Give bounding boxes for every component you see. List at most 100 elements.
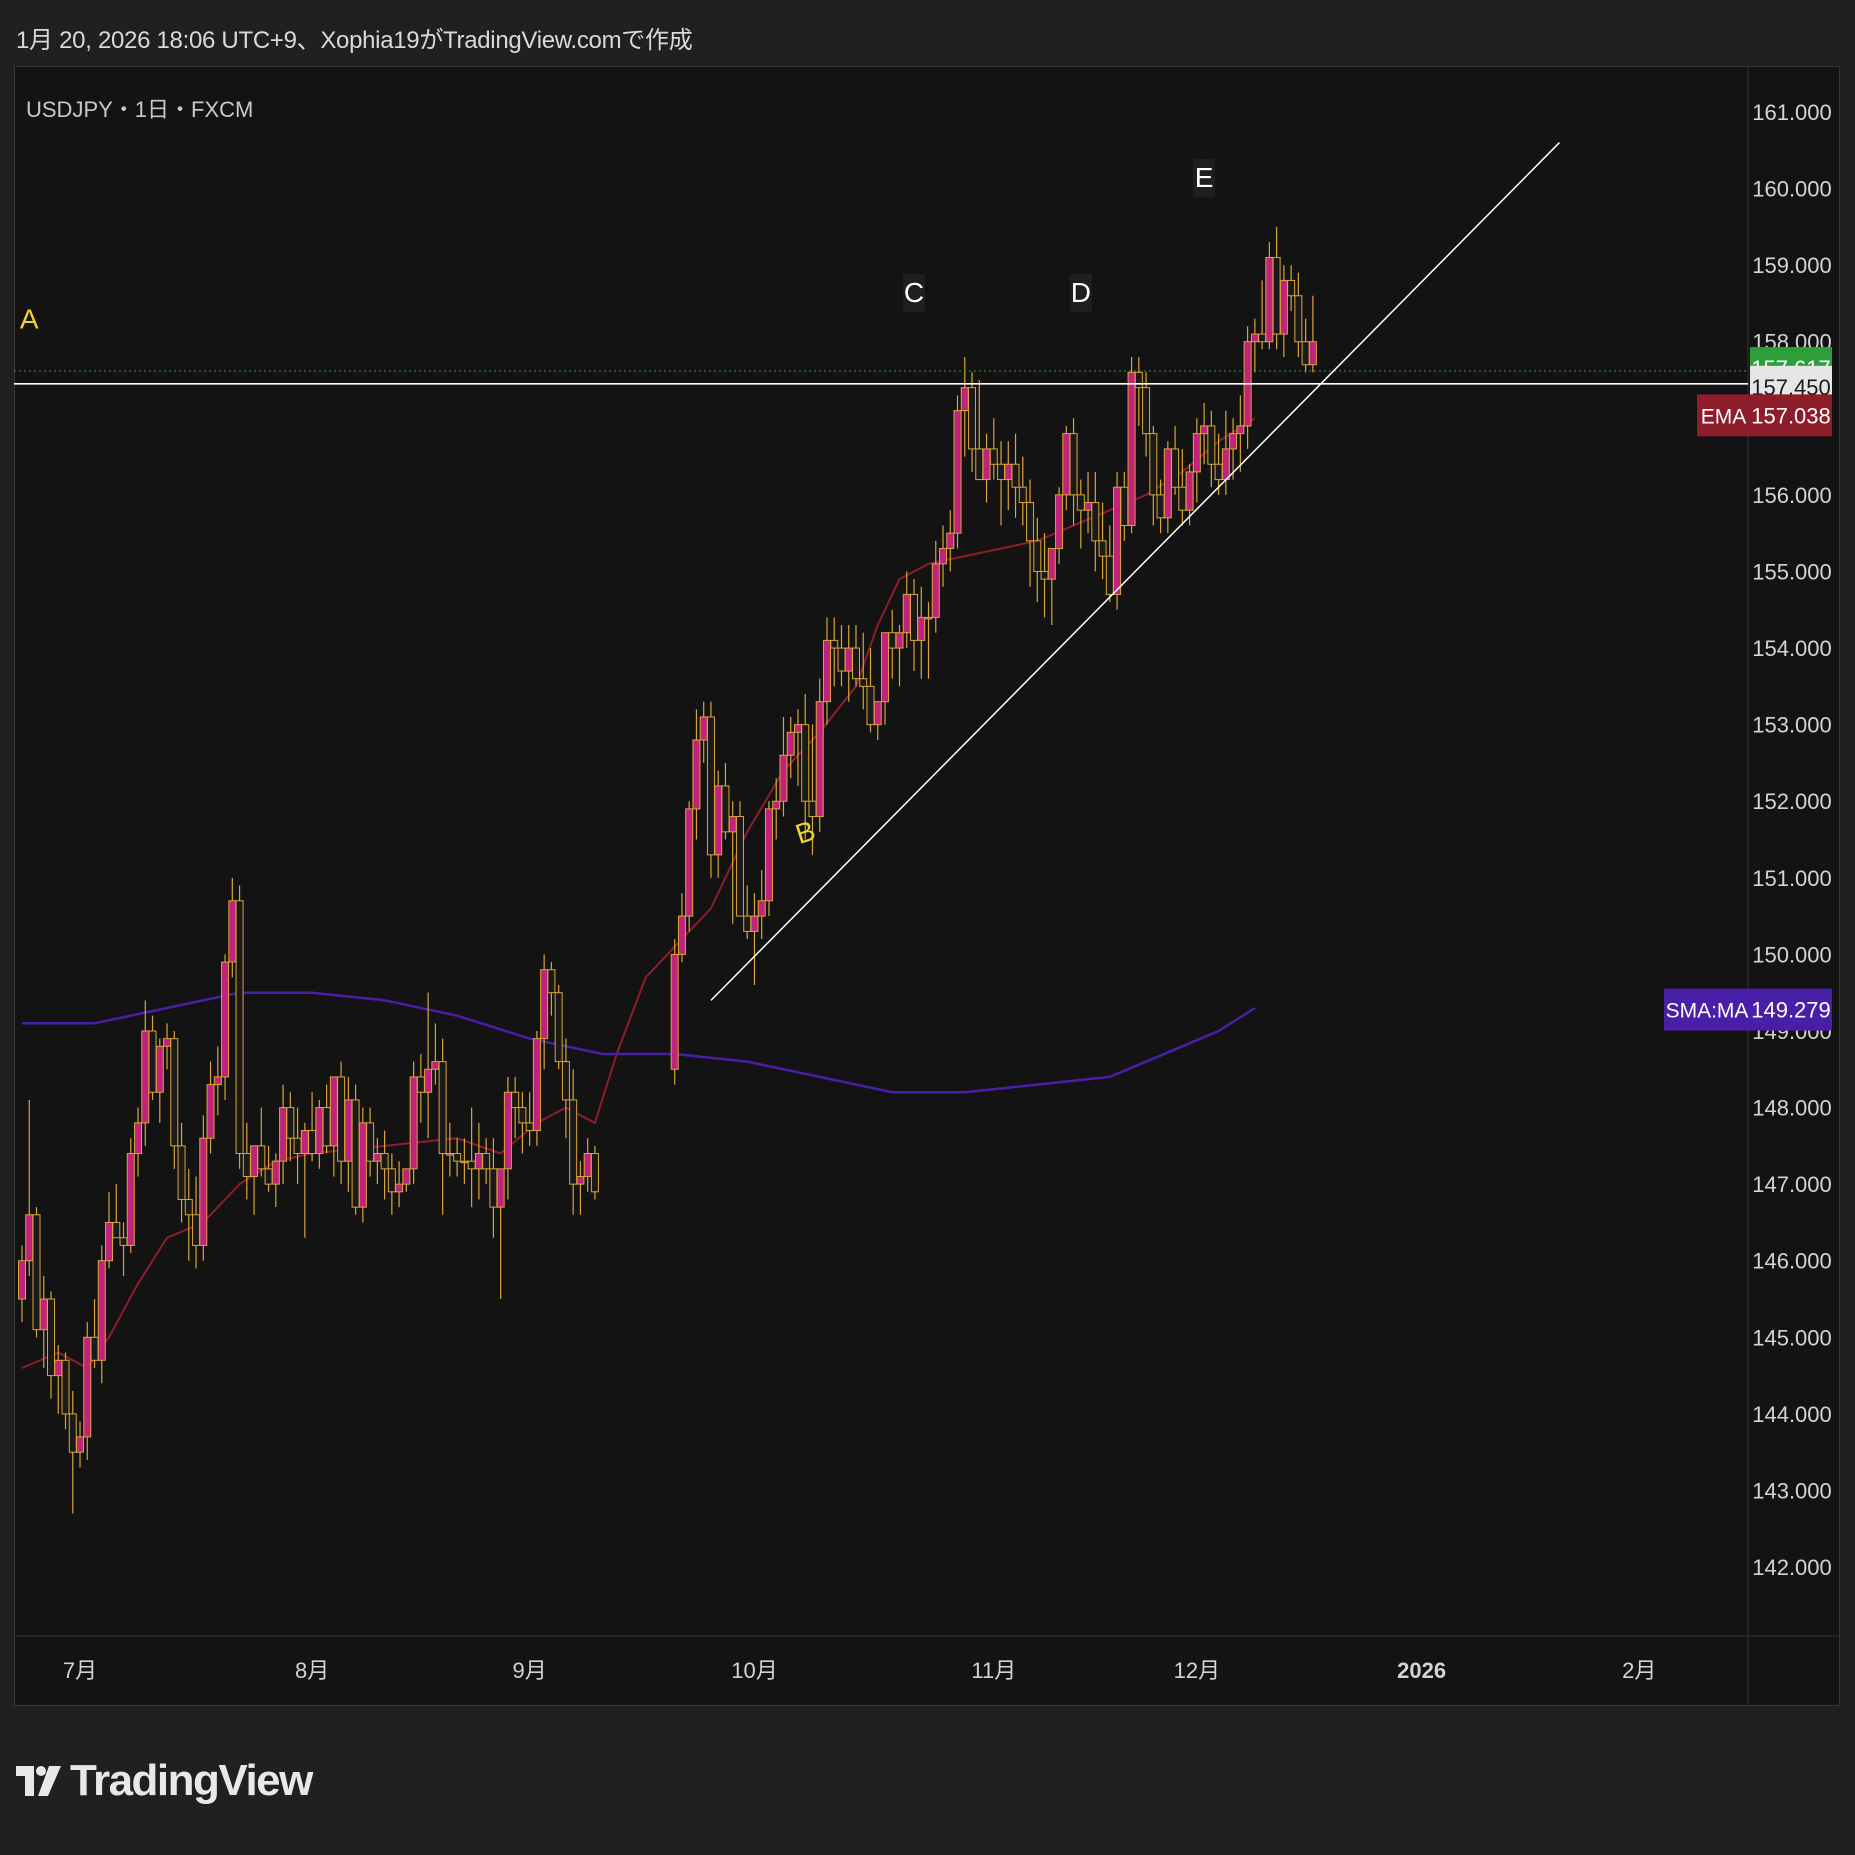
candle-body: [1084, 502, 1093, 511]
candle-body: [1207, 425, 1216, 465]
candle-body: [793, 724, 802, 733]
candle-body: [1294, 295, 1303, 343]
candle-body: [1091, 502, 1100, 542]
candle-body: [772, 800, 781, 810]
candle-body: [554, 992, 563, 1063]
candle-body: [1301, 341, 1310, 366]
candle-body: [917, 616, 926, 641]
candle-body: [206, 1084, 215, 1139]
candle-body: [315, 1107, 324, 1155]
candle-body: [54, 1359, 63, 1377]
candle-body: [815, 701, 824, 818]
candle-body: [308, 1130, 317, 1155]
y-tick-label: 142.000: [1752, 1555, 1832, 1580]
tradingview-logo-icon: [16, 1766, 61, 1796]
candle-body: [808, 800, 817, 818]
candle-body: [358, 1122, 367, 1208]
candle-body: [779, 754, 788, 802]
candle-body: [329, 1076, 338, 1147]
candle-body: [373, 1153, 382, 1162]
candle-body: [569, 1099, 578, 1185]
price-label-box: [1750, 988, 1832, 1031]
candle-body: [402, 1168, 411, 1185]
candle-body: [532, 1038, 541, 1132]
candle-body: [699, 716, 708, 741]
candle-body: [1076, 494, 1085, 511]
annotation-label-b: B: [792, 815, 819, 850]
y-tick-label: 144.000: [1752, 1402, 1832, 1427]
candle-body: [1236, 425, 1245, 435]
candle-body: [47, 1298, 56, 1377]
candle-body: [105, 1221, 114, 1262]
candle-body: [322, 1107, 331, 1147]
x-tick-label: 2026: [1397, 1658, 1446, 1683]
candle-body: [728, 816, 737, 833]
candle-body: [1004, 463, 1013, 481]
annotation-box: [903, 273, 926, 312]
candle-body: [1069, 433, 1078, 496]
y-tick-label: 154.000: [1752, 636, 1832, 661]
y-tick-label: 150.000: [1752, 942, 1832, 967]
candle-body: [1171, 448, 1180, 488]
candle-body: [351, 1099, 360, 1208]
candle-body: [250, 1145, 259, 1177]
candle-body: [221, 961, 230, 1078]
candle-body: [692, 739, 701, 810]
annotation-label-c: C: [904, 277, 924, 308]
price-label-name-box: [1697, 394, 1750, 437]
candle-body: [32, 1214, 41, 1331]
candle-body: [90, 1336, 99, 1361]
candle-body: [706, 716, 715, 856]
candle-body: [496, 1168, 505, 1208]
chart-frame: [14, 66, 1840, 1706]
candle-body: [859, 678, 868, 687]
candle-body: [1062, 433, 1071, 496]
candle-body: [982, 448, 991, 481]
candle-body: [1272, 256, 1281, 335]
candle-body: [242, 1153, 251, 1177]
annotation-box: [1193, 158, 1216, 197]
candle-body: [989, 448, 998, 465]
candle-body: [960, 387, 969, 412]
candle-body: [540, 969, 549, 1040]
y-tick-label: 160.000: [1752, 177, 1832, 202]
candle-body: [141, 1030, 150, 1124]
annotation-label-d: D: [1071, 277, 1091, 308]
candle-body: [851, 647, 860, 680]
candle-body: [866, 685, 875, 726]
candle-body: [946, 532, 955, 549]
candles-group: [18, 226, 1317, 1514]
candle-body: [1221, 448, 1230, 481]
candle-body: [525, 1122, 534, 1132]
symbol-title: USDJPY・1日・FXCM: [26, 97, 254, 122]
candle-body: [1308, 341, 1317, 366]
candle-body: [1149, 433, 1158, 496]
tradingview-logo[interactable]: TradingView: [16, 1756, 313, 1806]
candle-body: [968, 387, 977, 450]
candle-body: [583, 1153, 592, 1177]
candle-body: [199, 1137, 208, 1246]
candle-body: [337, 1076, 346, 1162]
candle-body: [518, 1107, 527, 1124]
candle-body: [1258, 333, 1267, 343]
x-tick-label: 10月: [731, 1658, 777, 1683]
candle-body: [366, 1122, 375, 1162]
candle-body: [286, 1107, 295, 1139]
candle-body: [264, 1168, 273, 1185]
candle-body: [721, 785, 730, 833]
candle-body: [177, 1145, 186, 1200]
candle-body: [83, 1336, 92, 1438]
y-tick-label: 143.000: [1752, 1478, 1832, 1503]
candle-body: [1185, 471, 1194, 511]
candle-body: [953, 410, 962, 534]
candle-body: [902, 593, 911, 634]
annotation-box: [1069, 273, 1092, 312]
candle-body: [1192, 433, 1201, 473]
candle-body: [76, 1436, 85, 1453]
candle-body: [924, 616, 933, 620]
candle-body: [511, 1091, 520, 1109]
candle-body: [1018, 486, 1027, 504]
annotation-label-e: E: [1195, 162, 1214, 193]
trend-line: [710, 142, 1560, 1001]
